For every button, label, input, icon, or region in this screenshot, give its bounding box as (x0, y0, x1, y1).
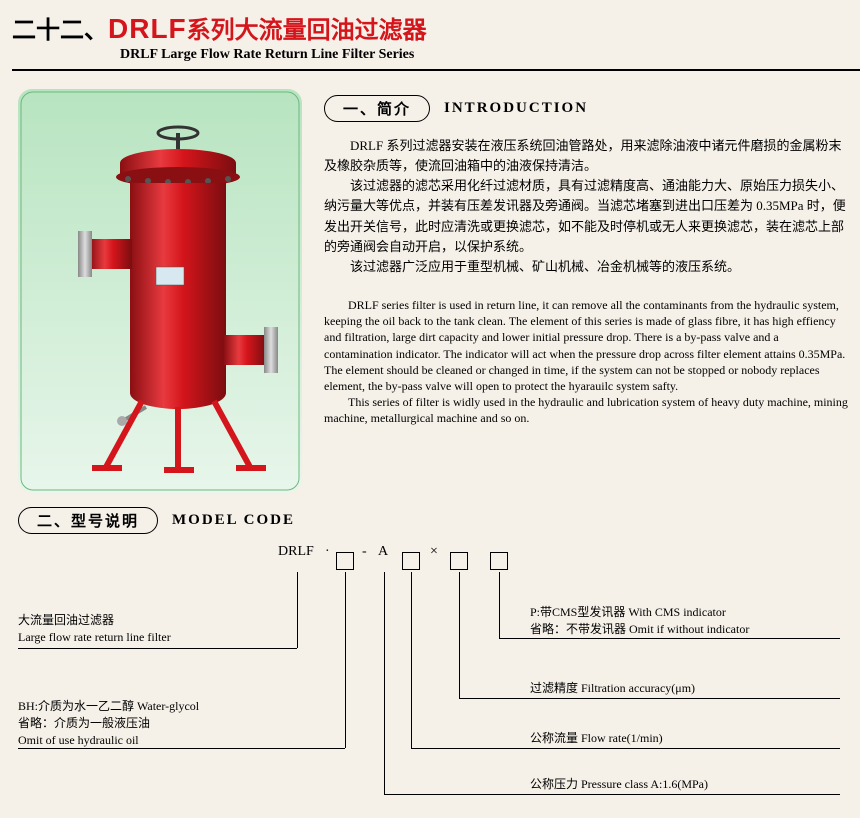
title-row: 二十二、 DRLF 系列大流量回油过滤器 (12, 10, 860, 45)
model-pill: 二、型号说明 (18, 507, 158, 534)
intro-cn-p1: DRLF 系列过滤器安装在液压系统回油管路处，用来滤除油液中诸元件磨损的金属粉末… (324, 136, 850, 176)
intro-heading: 一、简介 INTRODUCTION (324, 95, 850, 122)
code-sep2: × (430, 544, 438, 560)
leader-box1 (345, 572, 346, 748)
code-box-1 (336, 552, 354, 570)
hline-l1 (18, 648, 297, 649)
lbl-right-3: 公称流量 Flow rate(1/min) (530, 730, 663, 747)
intro-en-p2: This series of filter is widly used in t… (324, 394, 850, 426)
intro-column: 一、简介 INTRODUCTION DRLF 系列过滤器安装在液压系统回油管路处… (324, 89, 850, 493)
leader-box4 (499, 572, 500, 638)
leader-A (384, 572, 385, 794)
intro-en: DRLF series filter is used in return lin… (324, 297, 850, 427)
title-rest: 系列大流量回油过滤器 (187, 10, 427, 45)
code-box-2 (402, 552, 420, 570)
code-sep1: - (362, 544, 367, 560)
product-image-frame (18, 89, 302, 493)
intro-cn: DRLF 系列过滤器安装在液压系统回油管路处，用来滤除油液中诸元件磨损的金属粉末… (324, 136, 850, 277)
upper-section: 一、简介 INTRODUCTION DRLF 系列过滤器安装在液压系统回油管路处… (0, 75, 860, 493)
title-series: DRLF (108, 13, 187, 45)
header-rule (12, 69, 860, 71)
page-header: 二十二、 DRLF 系列大流量回油过滤器 DRLF Large Flow Rat… (0, 0, 860, 75)
hline-r2 (459, 698, 840, 699)
model-en-head: MODEL CODE (172, 512, 295, 529)
intro-cn-p2: 该过滤器的滤芯采用化纤过滤材质，具有过滤精度高、通油能力大、原始压力损失小、纳污… (324, 176, 850, 257)
intro-en-head: INTRODUCTION (444, 100, 588, 117)
lbl-right-4: 公称压力 Pressure class A:1.6(MPa) (530, 776, 708, 793)
leader-prefix (297, 572, 298, 648)
hline-r4 (384, 794, 840, 795)
hline-r1 (499, 638, 840, 639)
code-prefix: DRLF (278, 544, 314, 560)
subtitle-en: DRLF Large Flow Rate Return Line Filter … (120, 47, 860, 63)
intro-cn-p3: 该过滤器广泛应用于重型机械、矿山机械、冶金机械等的液压系统。 (324, 257, 850, 277)
lbl-right-2: 过滤精度 Filtration accuracy(μm) (530, 680, 695, 697)
code-box-4 (490, 552, 508, 570)
hline-r3 (411, 748, 840, 749)
leader-box2 (411, 572, 412, 748)
model-code-diagram: DRLF · - A × 大流量回油过滤器 Large flow rate re… (10, 548, 850, 818)
lbl-left-2: BH:介质为水一乙二醇 Water-glycol 省略：介质为一般液压油 Omi… (18, 698, 199, 748)
lbl-right-1: P:带CMS型发讯器 With CMS indicator 省略：不带发讯器 O… (530, 604, 749, 638)
leader-box3 (459, 572, 460, 698)
product-image (18, 89, 302, 493)
lbl-left-1: 大流量回油过滤器 Large flow rate return line fil… (18, 612, 171, 646)
filter-svg (18, 89, 302, 493)
model-heading: 二、型号说明 MODEL CODE (18, 507, 860, 534)
intro-en-p1: DRLF series filter is used in return lin… (324, 297, 850, 394)
intro-pill: 一、简介 (324, 95, 430, 122)
title-number: 二十二、 (12, 10, 108, 45)
code-box-3 (450, 552, 468, 570)
code-mid: A (378, 544, 388, 560)
